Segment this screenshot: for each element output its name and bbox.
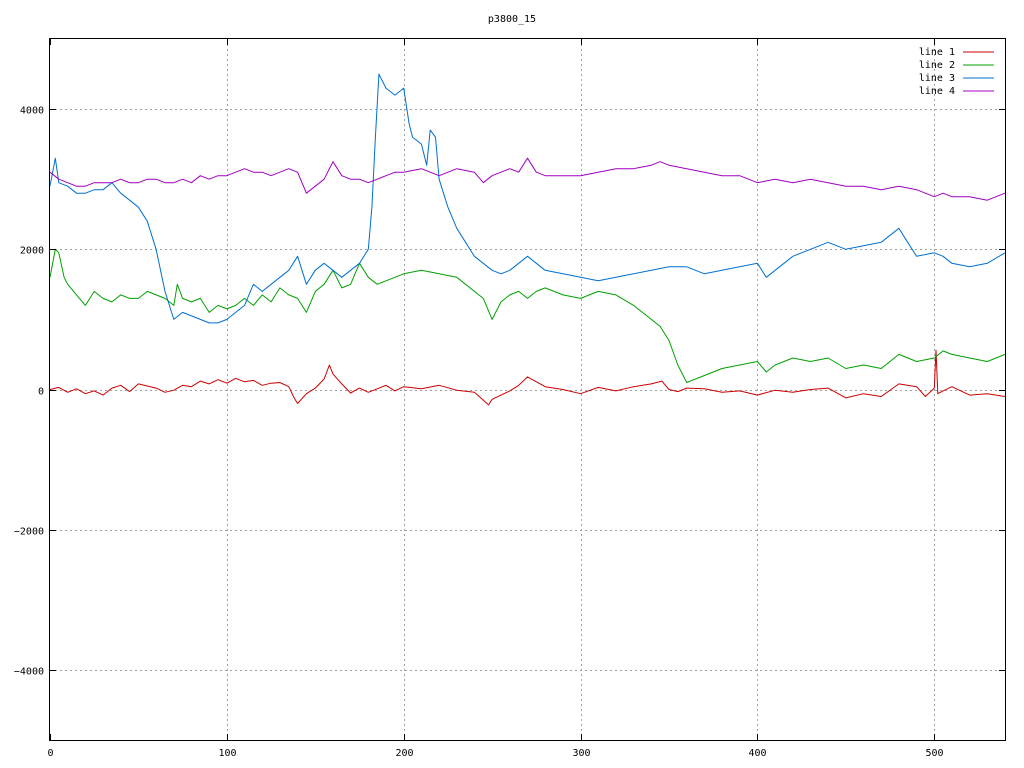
- tick-layer: 0 100 200 300 400 500 −4000 −2000 0 2000 4000: [14, 39, 1005, 759]
- legend-label: line 4: [919, 86, 955, 97]
- series-layer: [49, 73, 1006, 406]
- x-tick-label: 300: [572, 748, 590, 759]
- legend-label: line 2: [919, 60, 955, 71]
- plot-frame: [49, 38, 1006, 741]
- series-line-2: [49, 248, 1006, 383]
- x-tick-label: 500: [925, 748, 943, 759]
- legend-label: line 3: [919, 73, 955, 84]
- y-tick-label: 2000: [20, 246, 44, 257]
- y-tick-label: −2000: [14, 527, 44, 538]
- x-tick-label: 200: [395, 748, 413, 759]
- y-tick-label: −4000: [14, 667, 44, 678]
- series-line-3: [49, 73, 1006, 324]
- x-tick-label: 0: [47, 748, 53, 759]
- x-tick-label: 100: [218, 748, 236, 759]
- series-line-4: [49, 157, 1006, 201]
- chart-title: p3800_15: [488, 14, 536, 25]
- legend-label: line 1: [919, 47, 955, 58]
- y-tick-label: 0: [38, 387, 44, 398]
- legend: line 1 line 2 line 3 line 4: [919, 47, 994, 97]
- series-line-1: [49, 349, 1006, 406]
- y-tick-label: 4000: [20, 106, 44, 117]
- x-tick-label: 400: [748, 748, 766, 759]
